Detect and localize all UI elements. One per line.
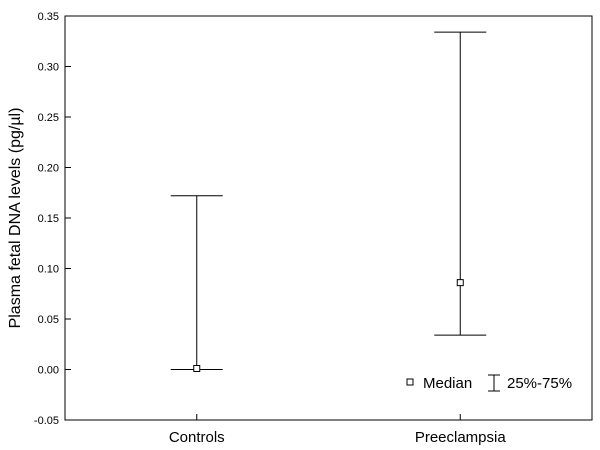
x-tick-label: Preeclampsia: [415, 429, 507, 446]
y-axis: -0.05 0.00 0.05 0.10 0.15 0.20 0.25 0.30 0.35: [34, 11, 71, 427]
y-tick-label: 0.35: [38, 11, 59, 23]
y-tick-label: 0.15: [38, 213, 59, 225]
y-tick-label: 0.25: [38, 112, 59, 124]
median-marker: [456, 279, 464, 287]
x-axis: Controls Preeclampsia: [169, 414, 507, 446]
plot-frame: [64, 15, 593, 421]
legend-range-label: 25%-75%: [507, 375, 572, 392]
y-tick-label: 0.10: [38, 264, 59, 276]
y-tick-label: 0.00: [38, 365, 59, 377]
y-tick-label: -0.05: [34, 415, 59, 427]
median-marker: [193, 364, 201, 372]
y-tick-label: 0.05: [38, 314, 59, 326]
y-axis-title: Plasma fetal DNA levels (pg/µl): [7, 108, 24, 329]
plot-area: [170, 31, 487, 372]
legend: Median 25%-75%: [406, 374, 572, 392]
legend-median-label: Median: [423, 375, 472, 392]
y-tick-label: 0.20: [38, 163, 59, 175]
legend-median-marker: [406, 378, 414, 386]
x-tick-label: Controls: [169, 429, 225, 446]
y-tick-label: 0.30: [38, 62, 59, 74]
